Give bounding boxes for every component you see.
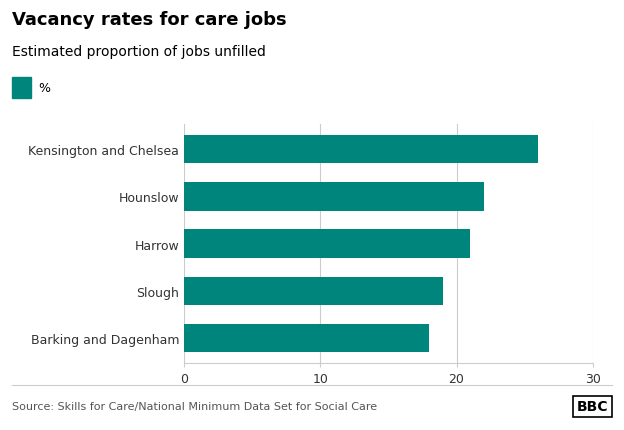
Bar (184, 230, 470, 258)
Text: Source: Skills for Care/National Minimum Data Set for Social Care: Source: Skills for Care/National Minimum… (12, 401, 378, 412)
Bar (184, 324, 429, 353)
Text: %: % (39, 82, 51, 95)
Bar (184, 135, 539, 164)
Bar (184, 277, 443, 305)
Text: Vacancy rates for care jobs: Vacancy rates for care jobs (12, 11, 287, 29)
Text: Estimated proportion of jobs unfilled: Estimated proportion of jobs unfilled (12, 45, 266, 59)
Text: BBC: BBC (577, 399, 608, 413)
Bar (184, 183, 484, 211)
